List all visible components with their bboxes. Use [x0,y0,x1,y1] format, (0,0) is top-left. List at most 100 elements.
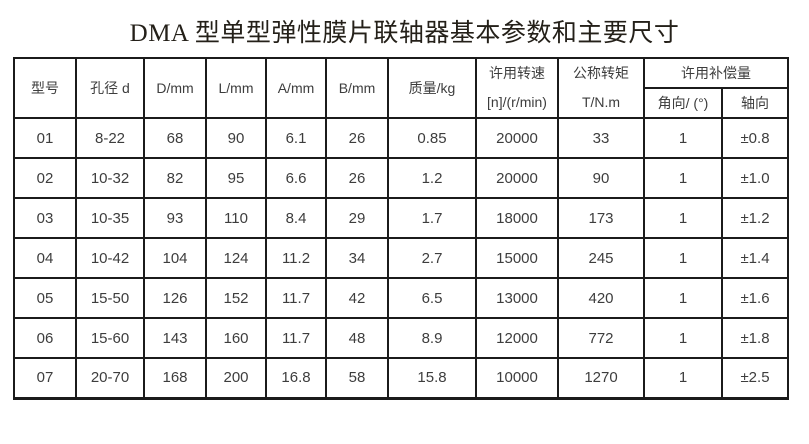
table-cell: 20-70 [75,357,145,399]
table-cell: 07 [13,357,77,399]
table-cell: 05 [13,277,77,319]
table-row: 03 10-35 93 110 8.4 29 1.7 18000 173 1 ±1.2 [13,197,789,239]
table-cell: ±1.6 [721,277,789,319]
col-header-b-dim: B/mm [325,57,389,119]
table-cell: 82 [143,157,207,199]
table-cell: 168 [143,357,207,399]
spec-table: 型号 孔径 d D/mm L/mm A/mm B/mm 质量/kg 许用转速 [… [13,57,789,400]
col-header-diameter: D/mm [143,57,207,119]
table-cell: 6.6 [265,157,327,199]
table-row: 07 20-70 168 200 16.8 58 15.8 10000 1270 1 ±2.5 [13,357,789,399]
table-cell: ±1.8 [721,317,789,359]
table-cell: 8.9 [387,317,477,359]
table-cell: 13000 [475,277,559,319]
col-header-torque-line2: T/N.m [581,94,621,110]
page-title: DMA 型单型弹性膜片联轴器基本参数和主要尺寸 [129,20,680,47]
table-cell: 26 [325,117,389,159]
table-cell: 1.7 [387,197,477,239]
table-cell: 126 [143,277,207,319]
col-header-speed-line1: 许用转速 [489,65,545,81]
table-cell: 90 [557,157,645,199]
table-cell: 772 [557,317,645,359]
col-header-torque-line1: 公称转矩 [573,65,629,81]
table-cell: 104 [143,237,207,279]
table-cell: 124 [205,237,267,279]
table-row: 04 10-42 104 124 11.2 34 2.7 15000 245 1 ±1.4 [13,237,789,279]
table-row: 06 15-60 143 160 11.7 48 8.9 12000 772 1 ±1.8 [13,317,789,359]
table-cell: 26 [325,157,389,199]
table-cell: 34 [325,237,389,279]
table-cell: 10-35 [75,197,145,239]
table-cell: 10-42 [75,237,145,279]
table-cell: 8.4 [265,197,327,239]
table-cell: 245 [557,237,645,279]
table-cell: 20000 [475,157,559,199]
table-cell: 93 [143,197,207,239]
table-cell: 1270 [557,357,645,399]
table-cell: 420 [557,277,645,319]
table-cell: 110 [205,197,267,239]
table-cell: 200 [205,357,267,399]
table-cell: 15-60 [75,317,145,359]
col-header-mass: 质量/kg [387,57,477,119]
table-cell: 2.7 [387,237,477,279]
table-cell: 02 [13,157,77,199]
col-header-speed: 许用转速 [n]/(r/min) [475,57,559,119]
table-cell: 68 [143,117,207,159]
table-cell: 95 [205,157,267,199]
col-header-angular: 角向/ (°) [643,87,723,119]
table-cell: 11.7 [265,277,327,319]
table-cell: 1 [643,157,723,199]
table-body: 01 8-22 68 90 6.1 26 0.85 20000 33 1 ±0.8 02 10-32 82… [13,117,789,399]
table-cell: 48 [325,317,389,359]
table-cell: 11.7 [265,317,327,359]
table-cell: 173 [557,197,645,239]
table-cell: 18000 [475,197,559,239]
table-row: 05 15-50 126 152 11.7 42 6.5 13000 420 1 ±1.6 [13,277,789,319]
table-cell: 10-32 [75,157,145,199]
table-cell: 1 [643,277,723,319]
col-header-a-dim: A/mm [265,57,327,119]
table-cell: 1.2 [387,157,477,199]
table-cell: 1 [643,357,723,399]
table-cell: 20000 [475,117,559,159]
table-cell: 143 [143,317,207,359]
table-cell: 12000 [475,317,559,359]
table-cell: ±0.8 [721,117,789,159]
table-cell: 1 [643,237,723,279]
table-cell: ±1.4 [721,237,789,279]
table-cell: 6.1 [265,117,327,159]
col-header-torque: 公称转矩 T/N.m [557,57,645,119]
col-header-bore: 孔径 d [75,57,145,119]
table-cell: 29 [325,197,389,239]
table-cell: 1 [643,317,723,359]
table-cell: 152 [205,277,267,319]
table-cell: 1 [643,117,723,159]
table-cell: 11.2 [265,237,327,279]
table-cell: 6.5 [387,277,477,319]
col-header-compensation-group: 许用补偿量 [643,57,789,89]
table-cell: ±1.2 [721,197,789,239]
table-row: 02 10-32 82 95 6.6 26 1.2 20000 90 1 ±1.0 [13,157,789,199]
col-header-length: L/mm [205,57,267,119]
table-cell: 160 [205,317,267,359]
table-cell: 58 [325,357,389,399]
table-cell: 03 [13,197,77,239]
table-cell: 90 [205,117,267,159]
table-cell: 33 [557,117,645,159]
table-cell: 0.85 [387,117,477,159]
col-header-speed-line2: [n]/(r/min) [487,94,547,110]
table-header: 型号 孔径 d D/mm L/mm A/mm B/mm 质量/kg 许用转速 [… [13,57,789,119]
table-cell: 01 [13,117,77,159]
table-cell: 42 [325,277,389,319]
table-cell: 8-22 [75,117,145,159]
table-row: 01 8-22 68 90 6.1 26 0.85 20000 33 1 ±0.8 [13,117,789,159]
table-cell: 15-50 [75,277,145,319]
table-cell: 15000 [475,237,559,279]
col-header-axial: 轴向 [721,87,789,119]
table-cell: 16.8 [265,357,327,399]
table-cell: ±1.0 [721,157,789,199]
table-cell: 15.8 [387,357,477,399]
col-header-model: 型号 [13,57,77,119]
table-cell: 04 [13,237,77,279]
